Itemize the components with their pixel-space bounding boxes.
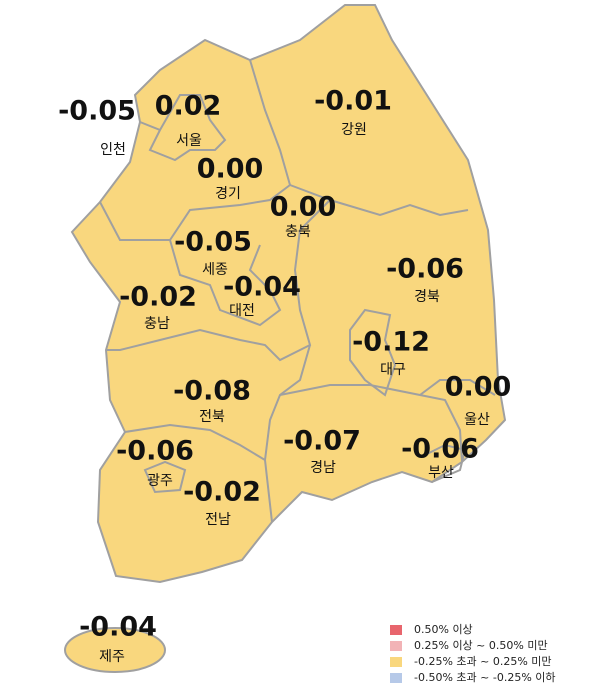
legend-swatch (390, 673, 402, 683)
region-name: 전북 (199, 409, 225, 425)
region-value: -0.02 (183, 477, 261, 508)
legend-swatch (390, 625, 402, 635)
region-value: 0.00 (445, 372, 512, 403)
border (169, 239, 282, 327)
legend-label: -0.50% 초과 ~ -0.25% 이하 (414, 670, 556, 684)
region-value: -0.04 (79, 612, 157, 643)
region-value: 0.00 (197, 154, 264, 185)
region-name: 울산 (464, 412, 490, 428)
mainland (70, 4, 507, 584)
legend-swatch (390, 641, 402, 651)
border (143, 460, 187, 494)
region-name: 대구 (380, 362, 406, 378)
legend-label: 0.25% 이상 ~ 0.50% 미만 (414, 639, 548, 652)
region-value: -0.06 (116, 436, 194, 467)
region-name: 세종 (202, 262, 228, 278)
region-value: -0.05 (58, 96, 136, 127)
region-name: 대전 (229, 303, 255, 319)
region-value: -0.06 (386, 254, 464, 285)
region-value: -0.06 (401, 434, 479, 465)
border (139, 94, 227, 162)
region-name: 충남 (144, 316, 170, 332)
region-value: -0.02 (119, 282, 197, 313)
border (289, 184, 469, 217)
legend-swatch (390, 657, 402, 667)
border (106, 199, 331, 362)
legend-label: -0.25% 초과 ~ 0.25% 미만 (414, 655, 552, 668)
legend-label: 0.50% 이상 (414, 623, 473, 636)
region-value: -0.07 (283, 426, 361, 457)
region-value: 0.02 (155, 91, 222, 122)
border (124, 423, 266, 461)
map-shapes (64, 4, 507, 673)
border (424, 443, 467, 483)
region-name: 충북 (285, 224, 311, 240)
border (99, 59, 292, 241)
region-name: 경기 (215, 186, 241, 202)
region-name: 부산 (428, 465, 454, 481)
region-name: 광주 (147, 473, 173, 489)
region-value: -0.01 (314, 86, 392, 117)
region-value: -0.12 (352, 327, 430, 358)
region-value: 0.00 (270, 192, 337, 223)
region-name: 경북 (414, 289, 440, 305)
border (349, 308, 397, 397)
region-name: 인천 (100, 142, 126, 158)
jeju-island (64, 627, 166, 673)
region-name: 경남 (310, 460, 336, 476)
region-value: -0.05 (174, 227, 252, 258)
border (419, 379, 496, 396)
region-name: 강원 (341, 122, 367, 138)
region-value: -0.04 (223, 272, 301, 303)
region-name: 서울 (176, 133, 202, 149)
border (263, 344, 311, 523)
region-name: 전남 (205, 512, 231, 528)
region-value: -0.08 (173, 376, 251, 407)
region-name: 제주 (99, 649, 125, 665)
